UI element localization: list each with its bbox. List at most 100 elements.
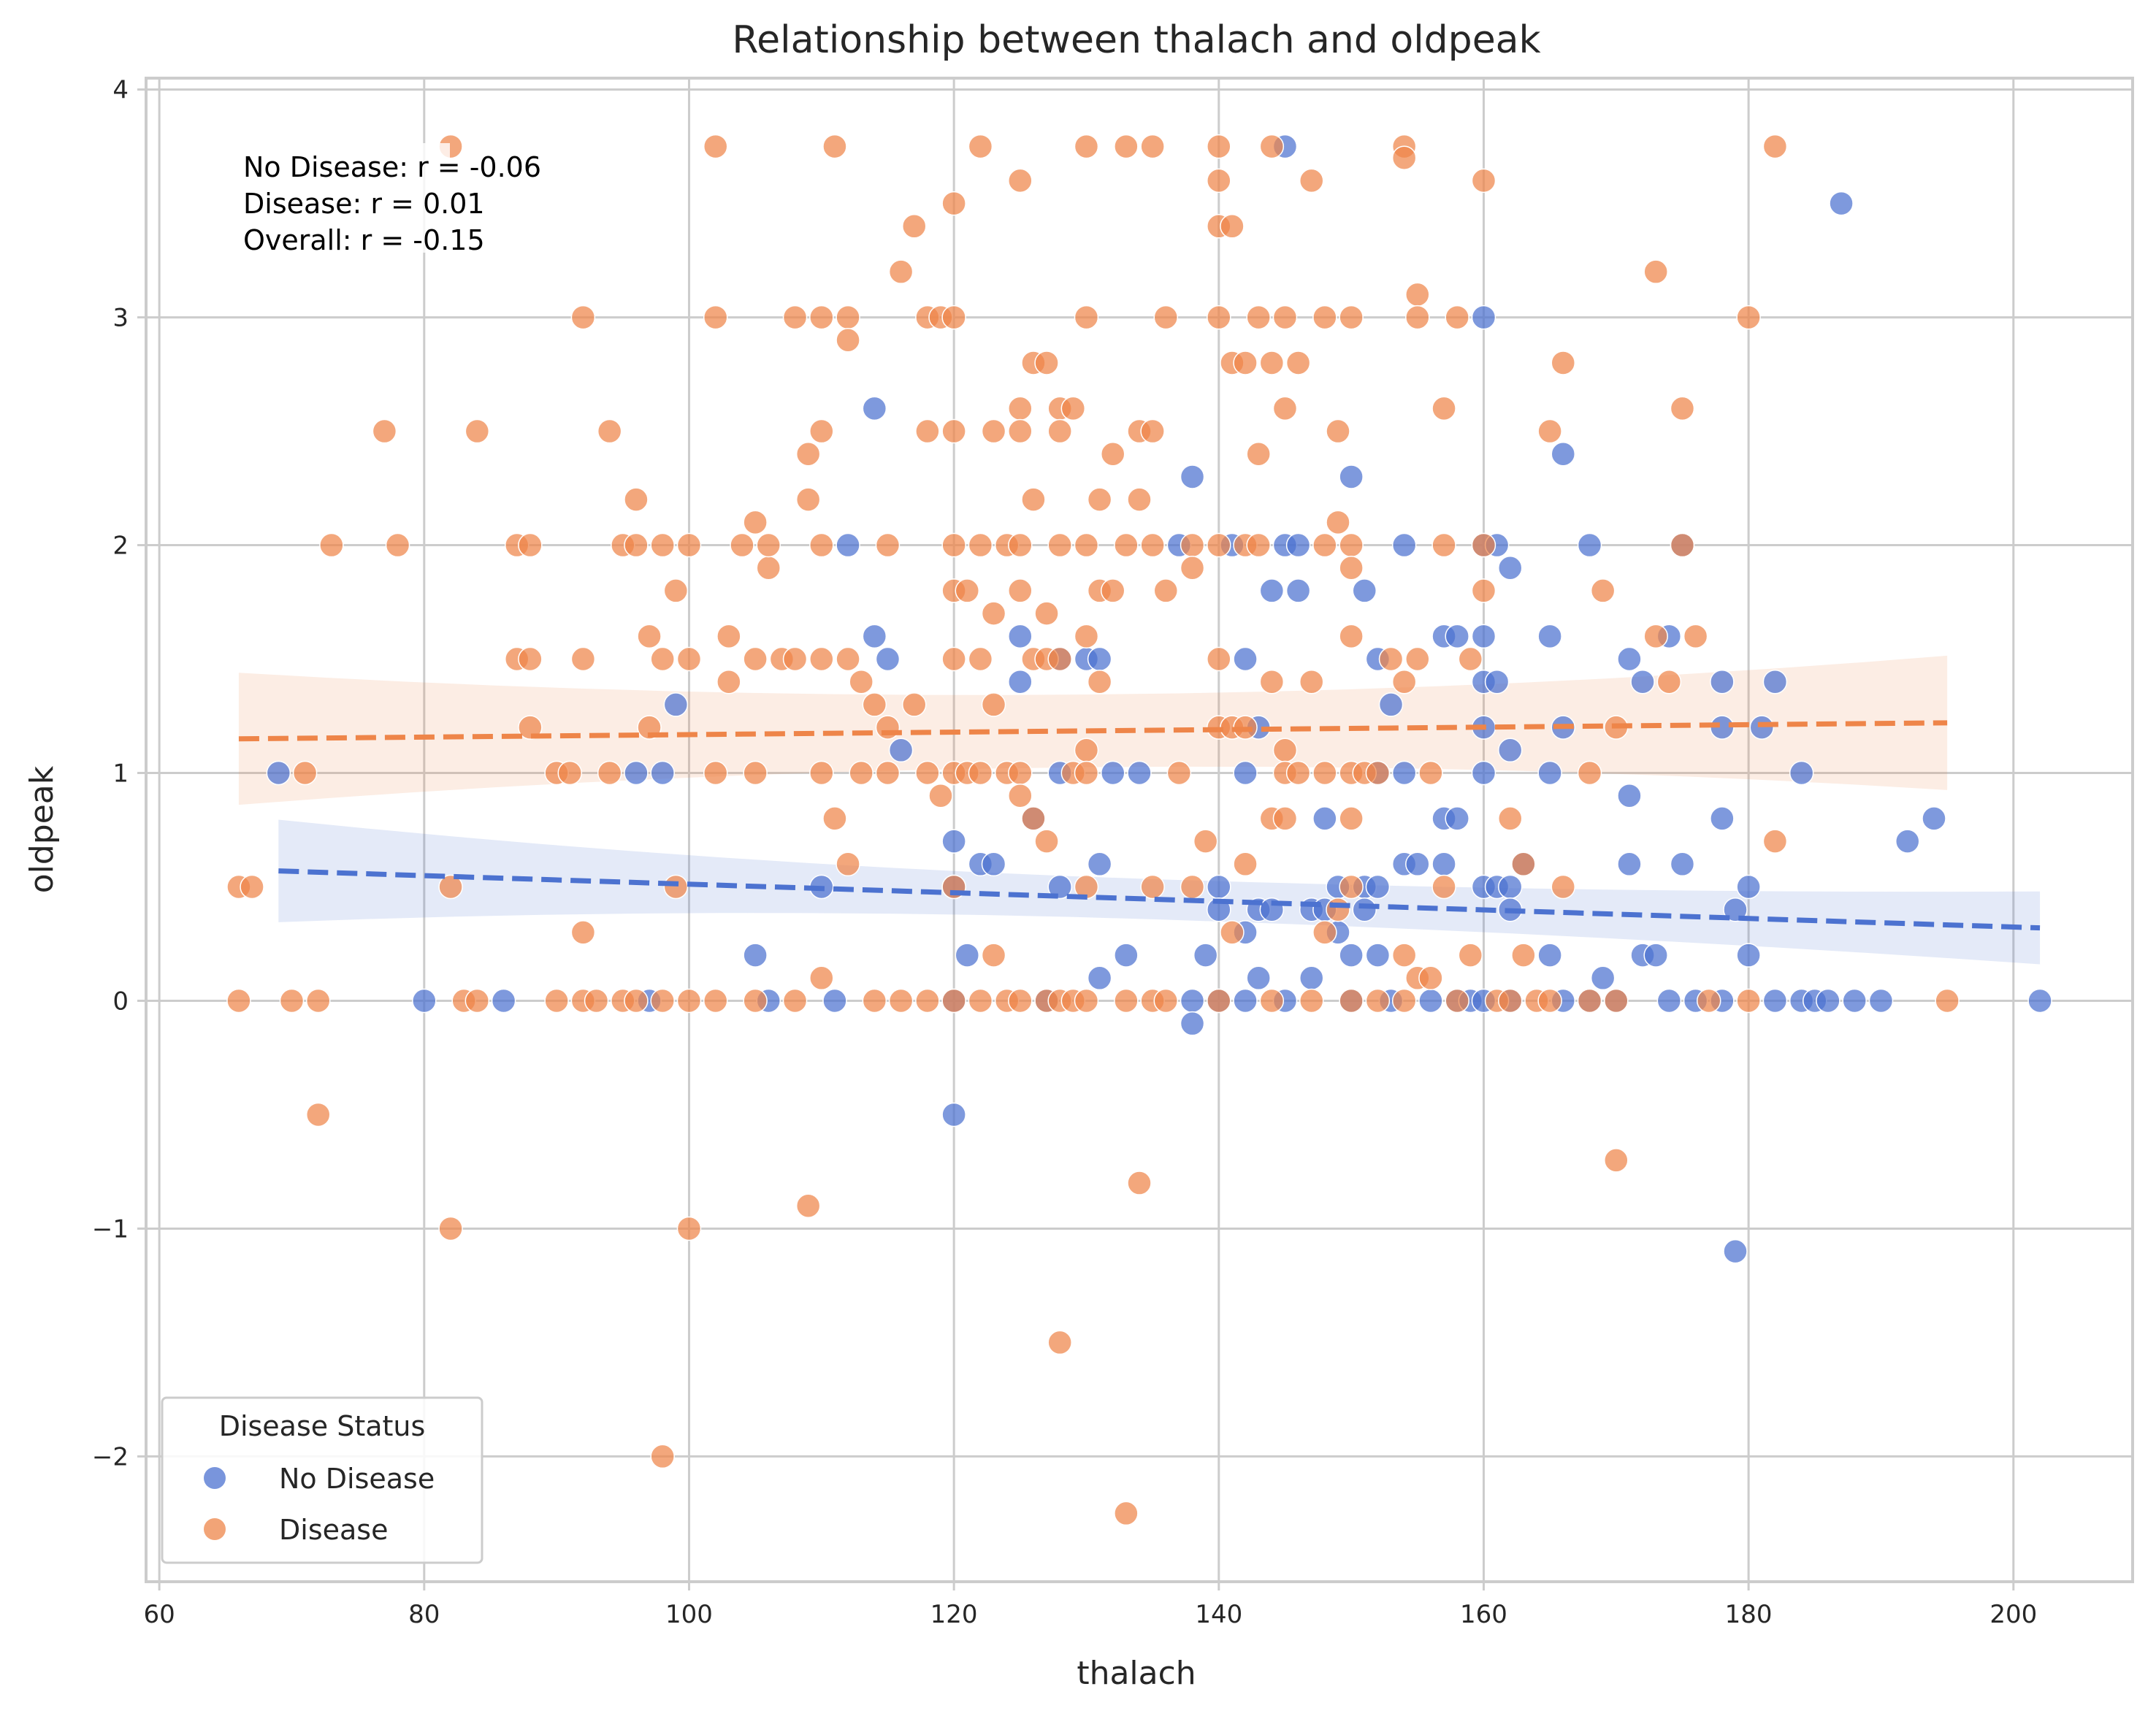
data-point-disease — [941, 305, 966, 330]
data-point-disease — [1166, 760, 1192, 786]
data-point-disease — [1180, 532, 1205, 558]
data-point-disease — [795, 487, 821, 512]
data-point-disease — [703, 988, 728, 1014]
data-point-disease — [836, 851, 860, 877]
data-point-disease — [637, 624, 662, 649]
data-point-no-disease — [1180, 988, 1205, 1014]
data-point-disease — [836, 328, 860, 353]
data-point-disease — [676, 532, 702, 558]
data-point-disease — [1537, 418, 1562, 444]
data-point-disease — [518, 715, 543, 740]
data-point-disease — [570, 305, 596, 330]
data-point-disease — [1471, 168, 1496, 194]
data-point-disease — [305, 1102, 331, 1128]
data-point-no-disease — [1418, 988, 1443, 1014]
data-point-disease — [1683, 624, 1708, 649]
data-point-disease — [1445, 305, 1469, 330]
data-point-disease — [1299, 669, 1324, 694]
annotation-line-no-disease: No Disease: r = -0.06 — [243, 151, 541, 183]
data-point-disease — [809, 532, 834, 558]
legend: Disease Status No Disease Disease — [161, 1396, 483, 1564]
data-point-disease — [915, 418, 940, 444]
data-point-disease — [1100, 578, 1125, 603]
data-point-no-disease — [1445, 624, 1469, 649]
data-point-no-disease — [1895, 829, 1920, 854]
data-point-no-disease — [1922, 806, 1946, 831]
x-tick-label: 100 — [665, 1600, 713, 1629]
data-point-disease — [915, 988, 940, 1014]
data-point-disease — [544, 988, 569, 1014]
data-point-no-disease — [1378, 692, 1404, 717]
data-point-disease — [1127, 487, 1152, 512]
data-point-disease — [743, 988, 768, 1014]
data-point-disease — [703, 305, 728, 330]
data-point-disease — [1511, 851, 1536, 877]
data-point-no-disease — [1405, 851, 1430, 877]
annotation-line-disease: Disease: r = 0.01 — [243, 188, 485, 220]
data-point-disease — [1285, 760, 1311, 786]
data-point-no-disease — [1285, 532, 1311, 558]
legend-marker-disease — [204, 1518, 226, 1540]
y-tick-label: −1 — [92, 1214, 129, 1244]
data-point-disease — [1207, 134, 1231, 159]
data-point-disease — [941, 191, 966, 216]
data-point-disease — [836, 646, 860, 672]
trend-line-no-disease — [278, 868, 2041, 931]
data-point-disease — [1326, 418, 1350, 444]
data-point-disease — [849, 669, 874, 694]
data-point-disease — [624, 988, 649, 1014]
legend-label-disease: Disease — [279, 1514, 388, 1546]
data-point-disease — [1312, 305, 1337, 330]
data-point-disease — [1153, 305, 1179, 330]
data-point-disease — [1762, 134, 1788, 159]
data-point-disease — [584, 988, 609, 1014]
data-point-no-disease — [624, 760, 649, 786]
data-point-disease — [1008, 418, 1033, 444]
data-point-disease — [305, 988, 331, 1014]
data-point-no-disease — [1497, 874, 1523, 900]
data-point-disease — [981, 692, 1006, 717]
data-point-no-disease — [1471, 624, 1496, 649]
data-point-disease — [703, 760, 728, 786]
data-point-no-disease — [1233, 988, 1258, 1014]
data-point-disease — [1047, 418, 1072, 444]
data-point-no-disease — [1577, 532, 1602, 558]
data-point-disease — [1272, 396, 1298, 421]
data-point-disease — [1008, 578, 1033, 603]
data-point-disease — [1207, 305, 1231, 330]
data-point-no-disease — [663, 692, 689, 717]
data-point-no-disease — [1736, 943, 1761, 968]
trend-line-disease — [238, 720, 1948, 742]
data-point-disease — [1074, 738, 1099, 763]
data-point-no-disease — [1484, 669, 1510, 694]
data-point-disease — [1008, 532, 1033, 558]
data-point-disease — [1140, 874, 1165, 900]
data-point-disease — [941, 418, 966, 444]
data-point-disease — [849, 760, 874, 786]
data-point-disease — [941, 646, 966, 672]
data-point-no-disease — [1365, 874, 1391, 900]
data-point-disease — [743, 510, 768, 535]
data-point-disease — [1100, 442, 1125, 467]
data-point-disease — [1272, 738, 1298, 763]
data-point-disease — [597, 760, 622, 786]
data-point-disease — [1604, 988, 1629, 1014]
data-point-no-disease — [1445, 806, 1469, 831]
data-point-no-disease — [862, 624, 887, 649]
data-point-disease — [1458, 646, 1483, 672]
data-point-disease — [1299, 988, 1324, 1014]
data-point-disease — [676, 646, 702, 672]
data-point-no-disease — [822, 988, 847, 1014]
data-point-disease — [1405, 282, 1430, 307]
data-point-disease — [822, 806, 847, 831]
legend-box — [161, 1396, 483, 1564]
data-point-no-disease — [1233, 760, 1258, 786]
data-point-disease — [1312, 920, 1337, 945]
data-point-disease — [1445, 988, 1469, 1014]
data-point-disease — [1339, 305, 1364, 330]
y-tick-label: 1 — [112, 759, 129, 789]
x-tick-label: 180 — [1725, 1600, 1773, 1629]
data-point-disease — [703, 134, 728, 159]
data-point-disease — [240, 874, 264, 900]
data-point-disease — [1114, 134, 1139, 159]
